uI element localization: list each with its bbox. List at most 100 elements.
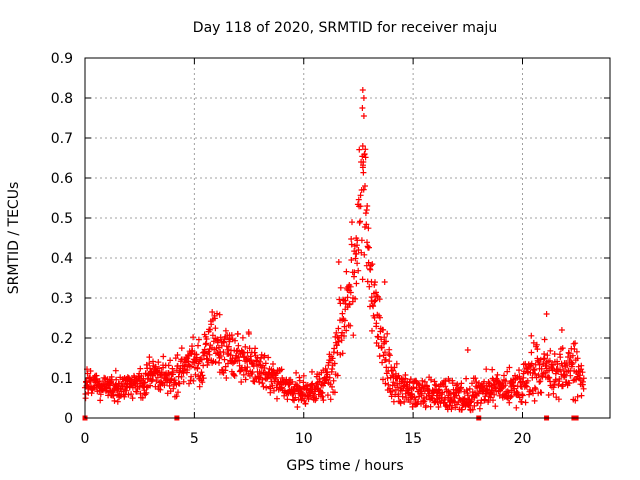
data-point [508,393,515,399]
data-point [222,363,229,370]
data-point [372,279,378,286]
data-point [489,366,496,373]
data-point [388,393,395,400]
data-point [507,394,514,401]
data-point [256,379,263,386]
data-point [449,380,456,387]
data-point [463,387,470,394]
data-point [574,393,581,400]
data-point [198,356,205,363]
data-point [349,219,355,226]
data-point [352,295,359,302]
data-point [353,251,360,257]
data-point [156,365,163,372]
data-point [178,373,185,380]
data-point [434,399,441,406]
data-point [380,376,386,383]
data-point [369,327,375,334]
data-point [374,293,380,300]
data-point [161,382,168,389]
data-point [196,383,203,390]
data-point [557,366,564,373]
data-point [454,381,461,388]
data-point [490,397,496,404]
data-point [469,406,476,413]
data-point [381,279,388,285]
data-point [524,377,531,384]
data-point [449,402,456,409]
data-point [541,336,548,343]
data-point [343,327,350,334]
x-axis-label: GPS time / hours [286,458,403,474]
y-tick-label: 0.6 [51,171,73,187]
data-point [502,378,509,385]
data-point [505,389,512,396]
data-point [364,203,371,209]
data-point [429,395,436,402]
data-point [382,349,388,356]
data-point [528,349,535,356]
data-point [189,347,196,354]
data-point [362,154,369,161]
data-point [172,355,179,362]
data-point [252,345,259,352]
data-point [358,187,365,193]
data-point [175,389,181,396]
data-point [383,338,389,345]
data-point [313,395,320,402]
data-point [319,393,326,400]
data-point [88,390,95,397]
data-point [506,399,513,406]
data-point [244,364,251,371]
data-point [580,385,587,392]
data-point [472,391,479,398]
data-point [410,385,417,392]
data-point [471,402,478,409]
data-point [333,342,340,349]
data-point [464,392,471,399]
data-points [82,87,587,414]
data-point [362,146,369,153]
data-point [190,334,197,341]
data-point [360,159,367,165]
data-point [200,375,207,382]
data-point [373,289,379,296]
data-point [376,296,383,303]
data-point [220,349,227,356]
data-point [350,332,357,339]
y-tick-label: 0.4 [51,251,73,267]
x-tick-labels: 0 5 10 15 20 [81,431,532,447]
y-tick-label: 0.7 [51,131,73,147]
data-point [536,378,543,385]
data-point [550,362,557,368]
data-point [519,392,526,399]
data-point [431,381,438,388]
data-point [190,377,197,384]
data-point [114,398,121,405]
data-point [384,330,391,337]
data-point [573,348,580,355]
data-point [359,87,366,93]
data-point [353,280,360,287]
data-point [331,360,338,367]
data-point [326,374,333,381]
data-point [265,354,272,361]
data-point [491,391,498,398]
data-point [230,372,237,378]
data-point [360,169,367,176]
data-point [452,404,459,411]
data-point [258,355,264,362]
data-point [569,360,576,367]
data-point [348,257,355,263]
data-point [407,376,414,383]
data-point [87,368,94,374]
data-point [261,352,268,359]
data-point [476,405,483,412]
data-point [173,393,180,400]
data-point [146,354,153,361]
data-point [188,373,195,380]
data-point [504,368,511,375]
data-point [343,268,350,275]
data-point [339,329,346,336]
